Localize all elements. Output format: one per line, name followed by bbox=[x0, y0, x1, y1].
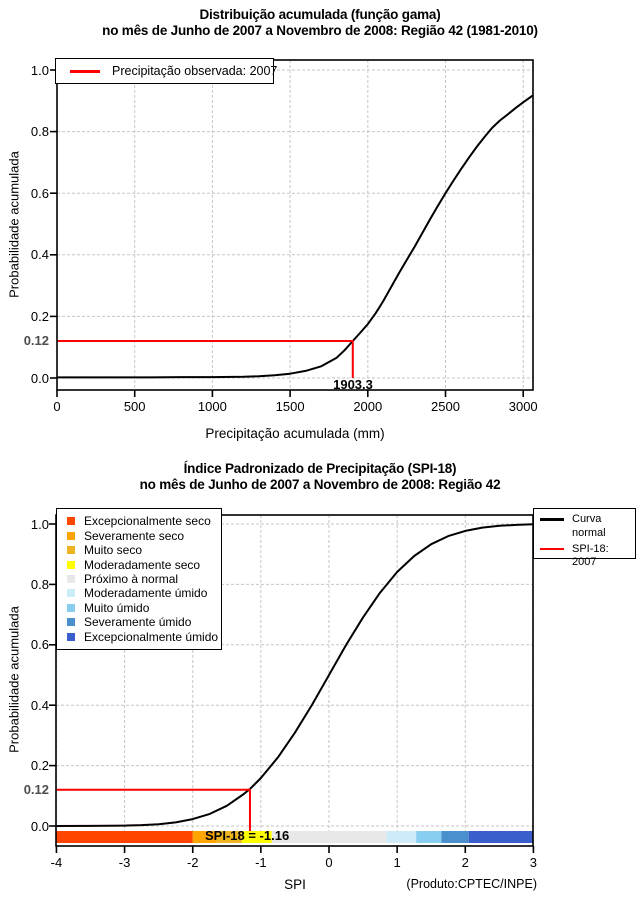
panel2-curve-legend: Curva normal SPI-18: 2007 bbox=[533, 508, 636, 568]
panel2-x-tick-label: -1 bbox=[255, 855, 267, 870]
spi-legend-label: SPI-18: 2007 bbox=[572, 542, 609, 569]
panel1-plot-frame bbox=[56, 59, 534, 391]
panel1-x-tick-label: 2500 bbox=[431, 399, 460, 414]
spi-category-bar-segment bbox=[271, 831, 387, 843]
panel2-x-tick-label: -4 bbox=[50, 855, 63, 870]
panel1-y-tick-label: 0.6 bbox=[30, 185, 49, 201]
panel2-x-tick-label: 2 bbox=[461, 855, 469, 870]
panel2-spi-marker-line bbox=[56, 788, 251, 831]
panel1-x-tick-label: 1000 bbox=[197, 399, 227, 414]
category-swatch bbox=[67, 632, 75, 641]
panel2-y-axis-label: Probabilidade acumulada bbox=[6, 606, 22, 753]
category-swatch bbox=[67, 517, 75, 526]
panel2-x-tick-label: -2 bbox=[186, 855, 199, 870]
panel1-x-tick-label: 2000 bbox=[353, 399, 383, 414]
category-legend-item: Moderadamente seco bbox=[67, 558, 217, 572]
category-label: Muito seco bbox=[84, 543, 143, 558]
category-label: Moderadamente seco bbox=[84, 557, 201, 572]
spi-category-bar-segment bbox=[386, 831, 417, 843]
panel2-title-line1: Índice Padronizado de Precipitação (SPI-… bbox=[183, 461, 457, 476]
spi-line-swatch bbox=[540, 547, 564, 550]
spi-category-bar-segment bbox=[56, 831, 193, 843]
panel1-observed-marker-line bbox=[57, 340, 354, 378]
category-legend-item: Muito seco bbox=[67, 543, 217, 557]
category-swatch bbox=[67, 603, 75, 612]
panel2-y-tick-label: 0.2 bbox=[30, 758, 49, 774]
panel1-legend: Precipitação observada: 2007 bbox=[55, 58, 278, 84]
category-swatch bbox=[67, 618, 75, 627]
panel2-title-line2: no mês de Junho de 2007 a Novembro de 20… bbox=[139, 477, 501, 492]
panel2-y-tick-label: 0.8 bbox=[30, 576, 49, 592]
panel1-x-axis-label: Precipitação acumulada (mm) bbox=[205, 426, 385, 441]
spi-categories-legend: Excepcionalmente seco Severamente seco Mui… bbox=[56, 508, 222, 650]
panel2-curve bbox=[56, 523, 534, 827]
category-legend-item: Próximo à normal bbox=[67, 572, 217, 586]
category-legend-item: Severamente úmido bbox=[67, 615, 217, 629]
panel1-title-line2: no mês de Junho de 2007 a Novembro de 20… bbox=[102, 23, 538, 38]
panel1-x-tick-label: 3000 bbox=[508, 399, 538, 414]
panel2-y-tick-label: 0.6 bbox=[30, 637, 49, 653]
category-swatch bbox=[67, 560, 75, 569]
panel1-precipitation-annotation: 1903.3 bbox=[333, 377, 373, 392]
panel2-x-tick-label: 0 bbox=[325, 855, 333, 870]
panel1-y-tick-label: 0.0 bbox=[30, 370, 49, 386]
panel2-y-tick-label: 1.0 bbox=[30, 516, 49, 532]
category-label: Moderadamente úmido bbox=[84, 586, 208, 601]
category-legend-item: Moderadamente úmido bbox=[67, 586, 217, 600]
normal-curve-legend-label: Curva normal bbox=[572, 513, 606, 539]
panel2-plot-frame bbox=[55, 514, 534, 847]
panel2-y-tick-label: 0.0 bbox=[30, 818, 49, 834]
category-label: Severamente seco bbox=[84, 528, 185, 543]
panel2-x-tick-label: 1 bbox=[393, 855, 401, 870]
panel1-x-tick-label: 0 bbox=[53, 399, 61, 414]
spi-category-bar-segment bbox=[216, 831, 242, 843]
observed-precip-legend-label: Precipitação observada: 2007 bbox=[112, 64, 278, 78]
category-label: Muito úmido bbox=[84, 600, 150, 615]
panel1-curve bbox=[57, 94, 534, 379]
panel2-x-tick-label: 3 bbox=[529, 855, 538, 870]
panel1-y-axis-label: Probabilidade acumulada bbox=[6, 151, 22, 298]
category-legend-item: Severamente seco bbox=[67, 529, 217, 543]
category-swatch bbox=[67, 546, 75, 555]
spi-value-annotation: SPI-18 = -1.16 bbox=[205, 828, 290, 843]
panel1-x-tick-label: 1500 bbox=[275, 399, 305, 414]
observed-precip-line-swatch bbox=[70, 69, 100, 73]
panel1-title-line1: Distribuição acumulada (função gama) bbox=[199, 7, 441, 22]
category-legend-item: Excepcionalmente úmido bbox=[67, 629, 219, 644]
spi-category-bar-segment bbox=[468, 831, 534, 843]
category-legend-item: Muito úmido bbox=[67, 601, 217, 615]
category-label: Excepcionalmente úmido bbox=[84, 629, 219, 644]
category-swatch bbox=[67, 574, 75, 583]
panel1-x-tick-label: 500 bbox=[123, 399, 146, 414]
category-label: Próximo à normal bbox=[84, 571, 179, 586]
category-legend-item: Excepcionalmente seco bbox=[67, 514, 217, 528]
panel1-y-tick-label: 1.0 bbox=[30, 62, 49, 78]
panel1-y-tick-label: 0.2 bbox=[30, 308, 49, 324]
spi-category-bar-segment bbox=[441, 831, 469, 843]
category-swatch bbox=[67, 531, 75, 540]
panel2-y-tick-label: 0.4 bbox=[30, 697, 49, 713]
panel1-y-tick-label: 0.4 bbox=[30, 247, 49, 263]
spi-category-bar-segment bbox=[192, 831, 217, 843]
panel1-y-tick-label: 0.8 bbox=[30, 124, 49, 140]
panel2-x-tick-label: -3 bbox=[118, 855, 131, 870]
category-label: Excepcionalmente seco bbox=[84, 514, 211, 529]
curve-legend-row-spi: SPI-18: 2007 bbox=[540, 543, 631, 571]
panel1-probability-annotation: 0.12 bbox=[23, 333, 49, 348]
curve-legend-row-normal: Curva normal bbox=[540, 513, 631, 541]
panel2-probability-annotation: 0.12 bbox=[23, 782, 49, 797]
spi-category-bar-segment bbox=[416, 831, 442, 843]
spi-category-bar-segment bbox=[241, 831, 272, 843]
source-note: (Produto:CPTEC/INPE) bbox=[406, 877, 537, 891]
normal-curve-line-swatch bbox=[540, 518, 564, 521]
category-label: Severamente úmido bbox=[84, 615, 192, 630]
category-swatch bbox=[67, 589, 75, 598]
panel2-x-axis-label: SPI bbox=[284, 877, 306, 892]
